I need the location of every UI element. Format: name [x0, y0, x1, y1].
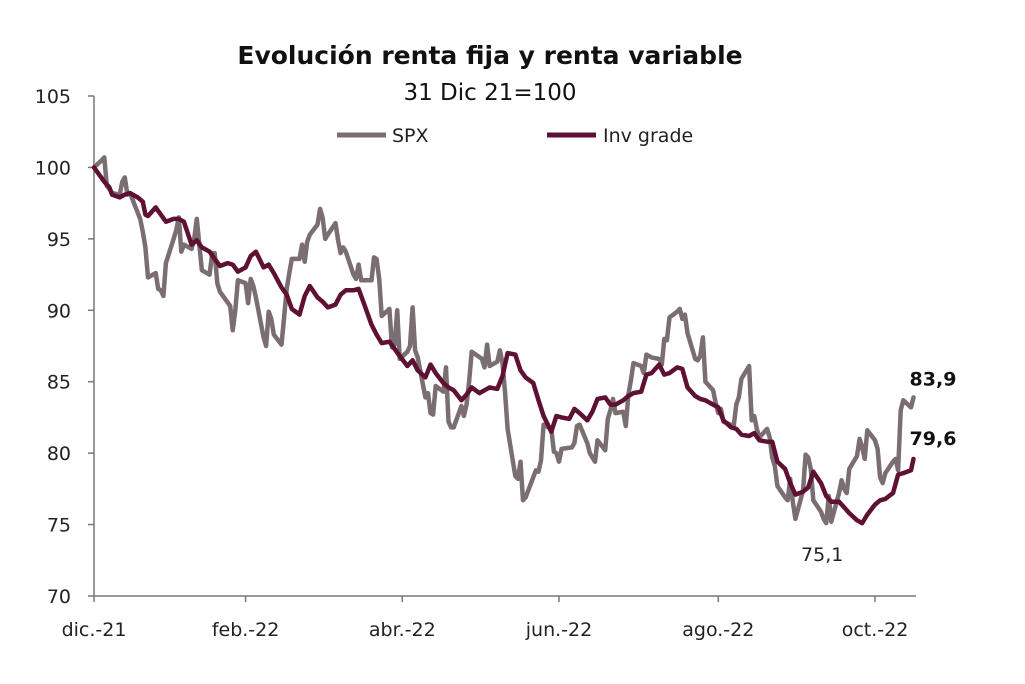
annotation-layer: 83,9 79,6 75,1	[801, 368, 956, 566]
y-tick-label: 85	[47, 372, 71, 394]
series-line-inv-grade	[91, 165, 916, 526]
x-tick-label: jun.-22	[525, 619, 592, 641]
y-tick-label: 80	[47, 443, 71, 465]
x-axis: dic.-21 feb.-22 abr.-22 jun.-22 ago.-22 oct.-…	[62, 595, 916, 641]
annotation-label: 79,6	[910, 428, 957, 450]
y-tick-label: 100	[35, 157, 71, 179]
series-layer	[91, 155, 916, 526]
x-tick-label: abr.-22	[369, 619, 436, 641]
legend-label-inv-grade: Inv grade	[603, 125, 693, 147]
y-tick-label: 70	[47, 586, 71, 608]
annotation-label: 75,1	[801, 544, 843, 566]
x-tick-label: oct.-22	[842, 619, 909, 641]
x-tick-label: feb.-22	[212, 619, 280, 641]
x-tick-label: dic.-21	[62, 619, 127, 641]
y-tick-label: 105	[35, 86, 71, 108]
y-tick-label: 95	[47, 229, 71, 251]
chart-title: Evolución renta fija y renta variable	[237, 41, 742, 70]
y-tick-label: 90	[47, 300, 71, 322]
y-axis: 70 75 80 85 90 95 100 105	[35, 86, 95, 608]
x-tick-label: ago.-22	[682, 619, 754, 641]
legend: SPX Inv grade	[337, 125, 693, 147]
y-tick-label: 75	[47, 515, 71, 537]
annotation-label: 83,9	[910, 368, 957, 390]
legend-label-spx: SPX	[392, 125, 429, 147]
chart-subtitle: 31 Dic 21=100	[403, 80, 576, 106]
series-line-spx	[91, 155, 916, 526]
